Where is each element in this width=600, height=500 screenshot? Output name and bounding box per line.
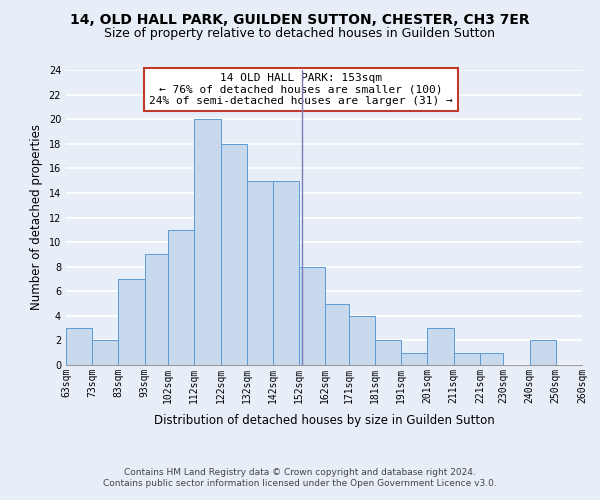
- Text: Size of property relative to detached houses in Guilden Sutton: Size of property relative to detached ho…: [104, 28, 496, 40]
- Bar: [247, 180, 273, 365]
- Bar: [299, 266, 325, 365]
- Text: 14 OLD HALL PARK: 153sqm
← 76% of detached houses are smaller (100)
24% of semi-: 14 OLD HALL PARK: 153sqm ← 76% of detach…: [149, 73, 452, 106]
- Bar: [530, 340, 556, 365]
- Bar: [221, 144, 247, 365]
- Bar: [194, 119, 221, 365]
- Y-axis label: Number of detached properties: Number of detached properties: [30, 124, 43, 310]
- X-axis label: Distribution of detached houses by size in Guilden Sutton: Distribution of detached houses by size …: [154, 414, 494, 427]
- Bar: [168, 230, 194, 365]
- Bar: [480, 352, 503, 365]
- Bar: [66, 328, 92, 365]
- Text: 14, OLD HALL PARK, GUILDEN SUTTON, CHESTER, CH3 7ER: 14, OLD HALL PARK, GUILDEN SUTTON, CHEST…: [70, 12, 530, 26]
- Bar: [145, 254, 168, 365]
- Bar: [375, 340, 401, 365]
- Text: Contains HM Land Registry data © Crown copyright and database right 2024.
Contai: Contains HM Land Registry data © Crown c…: [103, 468, 497, 487]
- Bar: [349, 316, 375, 365]
- Bar: [273, 180, 299, 365]
- Bar: [325, 304, 349, 365]
- Bar: [92, 340, 118, 365]
- Bar: [454, 352, 480, 365]
- Bar: [427, 328, 454, 365]
- Bar: [401, 352, 427, 365]
- Bar: [118, 279, 145, 365]
